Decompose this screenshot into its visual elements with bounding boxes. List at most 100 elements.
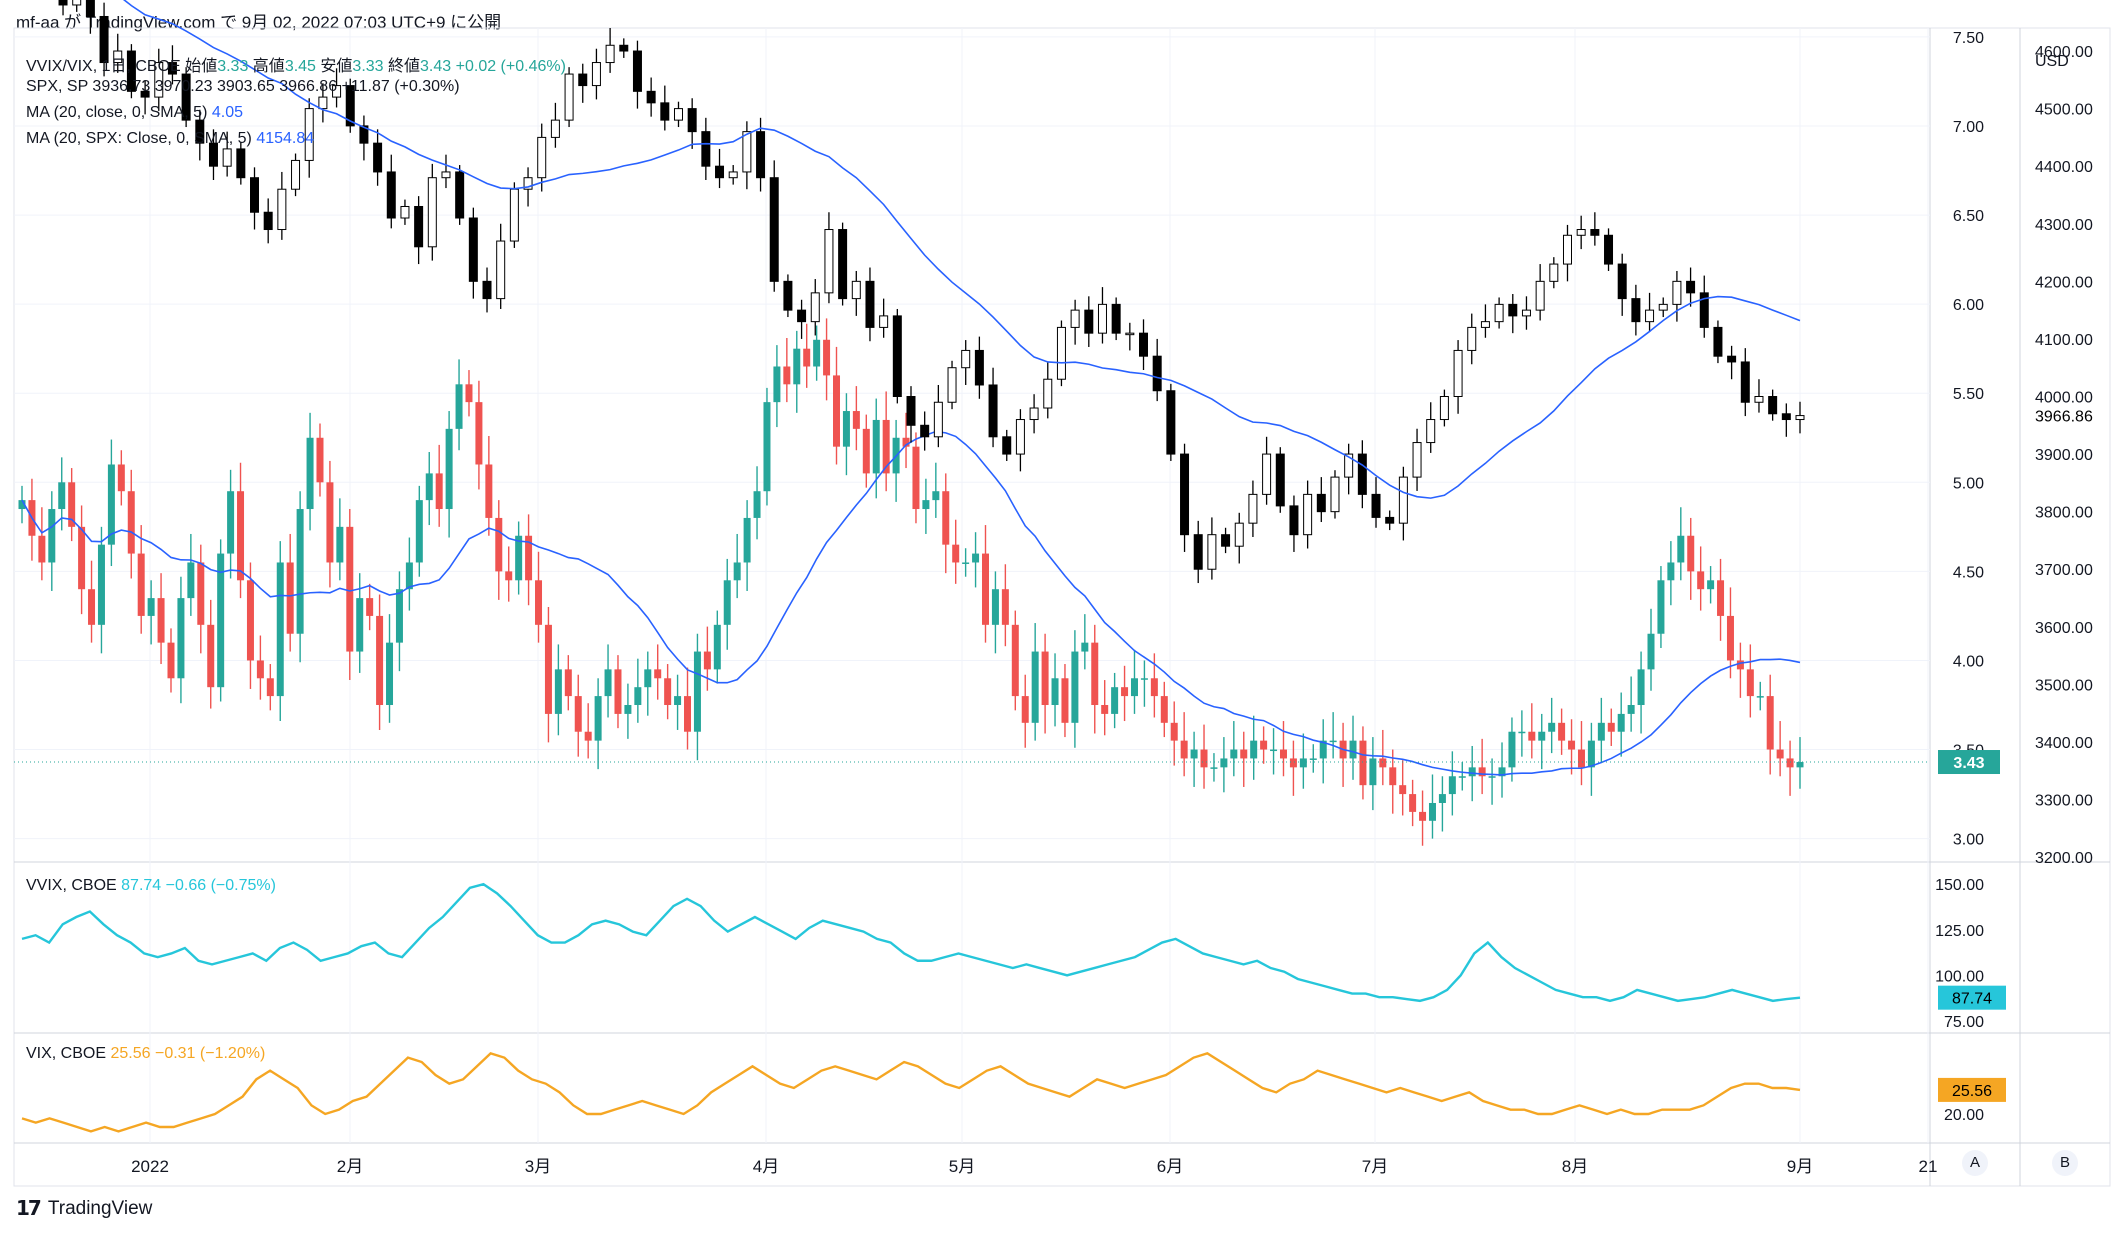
spx-candle-body xyxy=(1699,292,1709,328)
publish-header: mf-aa が TradingView.com で 9月 02, 2022 07… xyxy=(16,13,502,32)
vix-line xyxy=(21,1051,1801,1133)
spx-candle-body xyxy=(1754,395,1764,403)
ratio-candle-body xyxy=(1061,678,1069,723)
x-axis-tick: 21 xyxy=(1919,1157,1938,1176)
ratio-candle-body xyxy=(833,375,841,447)
spx-candle-body xyxy=(1207,534,1217,570)
ratio-candle-body xyxy=(1607,722,1615,732)
spx-candle-body xyxy=(1002,436,1012,455)
ratio-candle-body xyxy=(346,526,354,652)
ratio-candle-body xyxy=(445,428,453,510)
right-axis-tick: 3900.00 xyxy=(2035,447,2093,464)
ratio-candle-body xyxy=(1707,580,1715,590)
spx-candle-body xyxy=(427,177,437,248)
left-axis-tick: 3.00 xyxy=(1953,832,1984,849)
ma2-label: MA (20, SPX: Close, 0, SMA, 5) xyxy=(26,130,252,147)
ratio-candle-body xyxy=(78,526,86,590)
spx-candle-body xyxy=(1740,361,1750,403)
spx-candle-body xyxy=(1658,303,1668,311)
spx-candle-body xyxy=(1727,355,1737,363)
left-axis-tick: 5.50 xyxy=(1953,386,1984,403)
spx-candle-body xyxy=(332,85,342,98)
spx-candle-body xyxy=(250,177,260,213)
ratio-candle-body xyxy=(127,491,135,554)
ratio-candle-body xyxy=(1399,785,1407,795)
high-value: 3.45 xyxy=(284,58,316,75)
legend-main-symbol: VVIX/VIX, 1日, CBOE xyxy=(26,58,181,75)
spx-candle-body xyxy=(1439,395,1449,421)
spx-candle-body xyxy=(769,177,779,282)
x-axis-tick: 2月 xyxy=(337,1157,363,1176)
ratio-candle-body xyxy=(882,419,890,474)
ratio-candle-body xyxy=(1409,794,1417,812)
ratio-candle-body xyxy=(783,366,791,385)
spx-candle-body xyxy=(550,119,560,138)
spx-candle-body xyxy=(673,108,683,121)
ratio-candle-body xyxy=(1558,722,1566,741)
spx-candle-body xyxy=(715,165,725,179)
left-axis-tick: 7.00 xyxy=(1953,119,1984,136)
spx-candle-body xyxy=(373,142,383,173)
ratio-candle-body xyxy=(18,500,26,510)
ratio-candle-body xyxy=(952,544,960,563)
high-label: 高値 xyxy=(252,58,285,75)
ratio-candle-body xyxy=(1736,660,1744,670)
x-axis-tick: 6月 xyxy=(1157,1157,1183,1176)
spx-candle-body xyxy=(1795,415,1805,421)
spx-candle-body xyxy=(1056,326,1066,380)
spx-candle-body xyxy=(126,50,136,92)
left-axis-tick: 6.00 xyxy=(1953,297,1984,314)
spx-candle-body xyxy=(99,15,109,64)
ratio-candle-body xyxy=(58,482,66,510)
ratio-candle-body xyxy=(475,402,483,465)
ratio-candle-body xyxy=(336,526,344,563)
spx-candle-body xyxy=(1043,378,1053,409)
ratio-candle-body xyxy=(395,589,403,643)
spx-candle-body xyxy=(523,177,533,190)
ratio-candle-body xyxy=(1369,758,1377,786)
legend-ma2: MA (20, SPX: Close, 0, SMA, 5) 4154.84 xyxy=(26,130,314,148)
ratio-candle-body xyxy=(147,598,155,616)
ratio-candle-body xyxy=(1319,740,1327,759)
scale-button-a[interactable]: A xyxy=(1962,1150,1988,1176)
spx-candle-body xyxy=(1111,303,1121,334)
spx-candle-body xyxy=(1385,516,1395,524)
ratio-candle-body xyxy=(1786,758,1794,768)
ratio-candle-body xyxy=(644,669,652,688)
open-label: 始値 xyxy=(185,58,218,75)
ratio-candle-body xyxy=(525,535,533,581)
ratio-candle-body xyxy=(1756,696,1764,698)
change-value: +0.02 (+0.46%) xyxy=(455,58,566,75)
ratio-candle-body xyxy=(932,491,940,501)
ratio-candle-body xyxy=(386,642,394,706)
spx-candle-body xyxy=(509,188,519,242)
ratio-candle-body xyxy=(455,384,463,429)
left-axis-tick: 4.00 xyxy=(1953,653,1984,670)
ratio-candle-body xyxy=(157,598,165,643)
ratio-candle-body xyxy=(217,553,225,688)
ratio-candle-body xyxy=(614,669,622,714)
ratio-candle-body xyxy=(1697,571,1705,590)
ratio-candle-body xyxy=(634,687,642,706)
spx-ma-line xyxy=(122,0,1801,499)
spx-candle-body xyxy=(72,0,82,6)
spx-candle-body xyxy=(386,171,396,219)
ratio-candle-body xyxy=(922,500,930,510)
ratio-candle-body xyxy=(1001,589,1009,625)
ratio-candle-body xyxy=(1051,678,1059,706)
ratio-candle-body xyxy=(1111,687,1119,714)
x-axis-tick: 9月 xyxy=(1787,1157,1813,1176)
scale-button-b[interactable]: B xyxy=(2052,1150,2078,1176)
footer-brand-text: TradingView xyxy=(47,1197,153,1219)
ratio-candle-body xyxy=(544,624,552,714)
spx-candle-body xyxy=(537,136,547,179)
spx-candle-body xyxy=(345,85,355,127)
ratio-candle-body xyxy=(693,651,701,732)
ratio-candle-body xyxy=(743,517,751,563)
ratio-candle-body xyxy=(1081,642,1089,652)
vvix-values: 87.74 −0.66 (−0.75%) xyxy=(121,877,276,894)
vvix-line xyxy=(21,882,1801,1003)
ratio-candle-body xyxy=(1210,767,1218,769)
ratio-candle-body xyxy=(733,562,741,581)
